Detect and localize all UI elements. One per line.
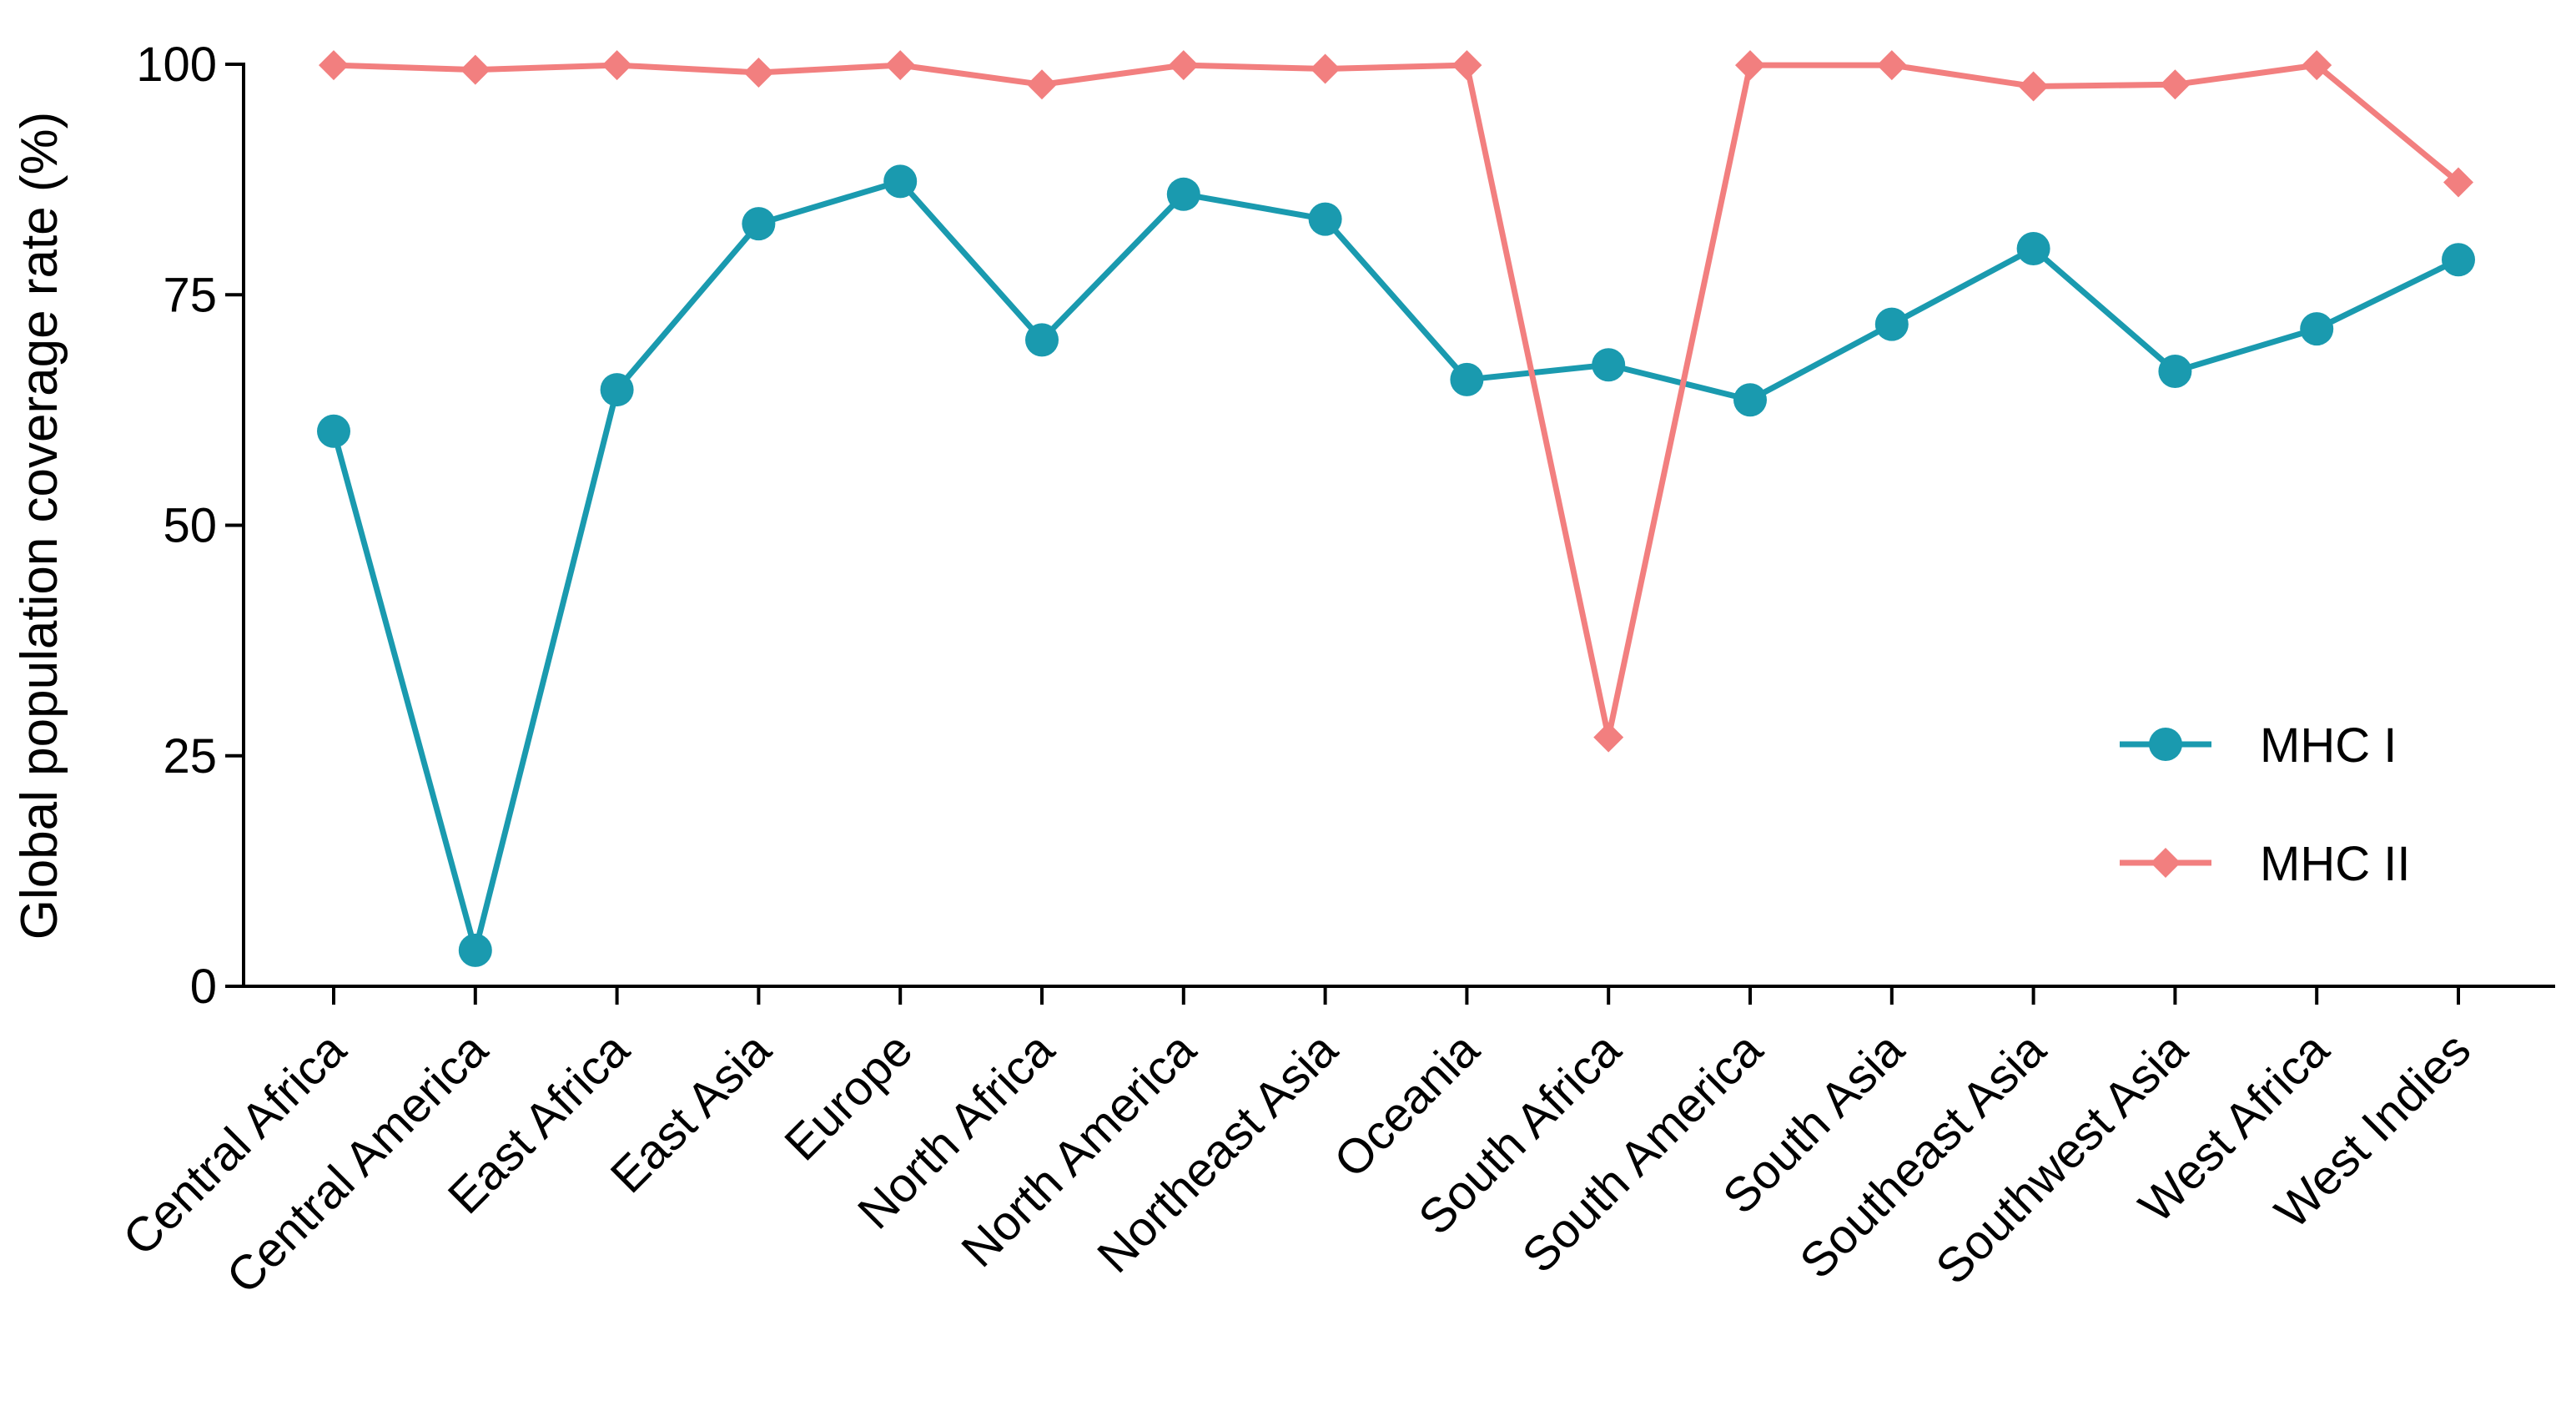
legend-label: MHC I — [2260, 718, 2397, 773]
x-tick-label: Central America — [216, 1022, 498, 1304]
data-point — [1592, 348, 1626, 382]
data-point — [2302, 50, 2332, 81]
data-point — [883, 164, 918, 199]
x-tick-label: Southeast Asia — [1789, 1022, 2056, 1289]
y-tick-label: 75 — [163, 268, 217, 322]
data-point — [2443, 167, 2473, 198]
data-point — [2158, 354, 2192, 388]
series-line — [333, 62, 2461, 741]
legend-marker — [2151, 848, 2181, 878]
legend-label: MHC II — [2260, 837, 2410, 891]
series-line — [330, 178, 2460, 954]
data-point — [1168, 50, 1199, 81]
y-tick-label: 100 — [136, 38, 217, 92]
y-tick-label: 50 — [163, 499, 217, 553]
x-tick-label: Northeast Asia — [1087, 1022, 1348, 1283]
data-point — [2160, 69, 2191, 100]
y-tick-label: 25 — [163, 729, 217, 784]
data-point — [885, 50, 916, 81]
data-point — [1593, 722, 1624, 753]
data-point — [1452, 50, 1482, 81]
y-tick-label: 0 — [190, 960, 217, 1014]
data-point — [1735, 50, 1765, 81]
data-point — [458, 933, 492, 967]
data-point — [1733, 383, 1767, 417]
data-point — [460, 54, 491, 85]
y-axis-label: Global population coverage rate (%) — [11, 112, 68, 940]
data-point — [1310, 53, 1341, 84]
data-point — [1027, 69, 1057, 100]
data-point — [2018, 71, 2049, 102]
legend-marker — [2149, 728, 2182, 761]
data-point — [742, 207, 776, 241]
data-point — [1308, 202, 1342, 236]
data-point — [319, 50, 349, 81]
data-point — [743, 57, 774, 88]
data-point — [601, 50, 632, 81]
data-point — [600, 373, 634, 407]
x-tick-label: Southwest Asia — [1925, 1022, 2198, 1295]
data-point — [317, 414, 350, 448]
data-point — [2442, 243, 2475, 277]
data-point — [1025, 323, 1059, 357]
data-point — [1166, 177, 1200, 211]
data-point — [2016, 232, 2050, 265]
data-point — [1874, 307, 1909, 341]
data-point — [2300, 312, 2334, 346]
data-point — [1450, 362, 1484, 396]
data-point — [1876, 50, 1907, 81]
x-tick-label: South America — [1512, 1022, 1774, 1283]
